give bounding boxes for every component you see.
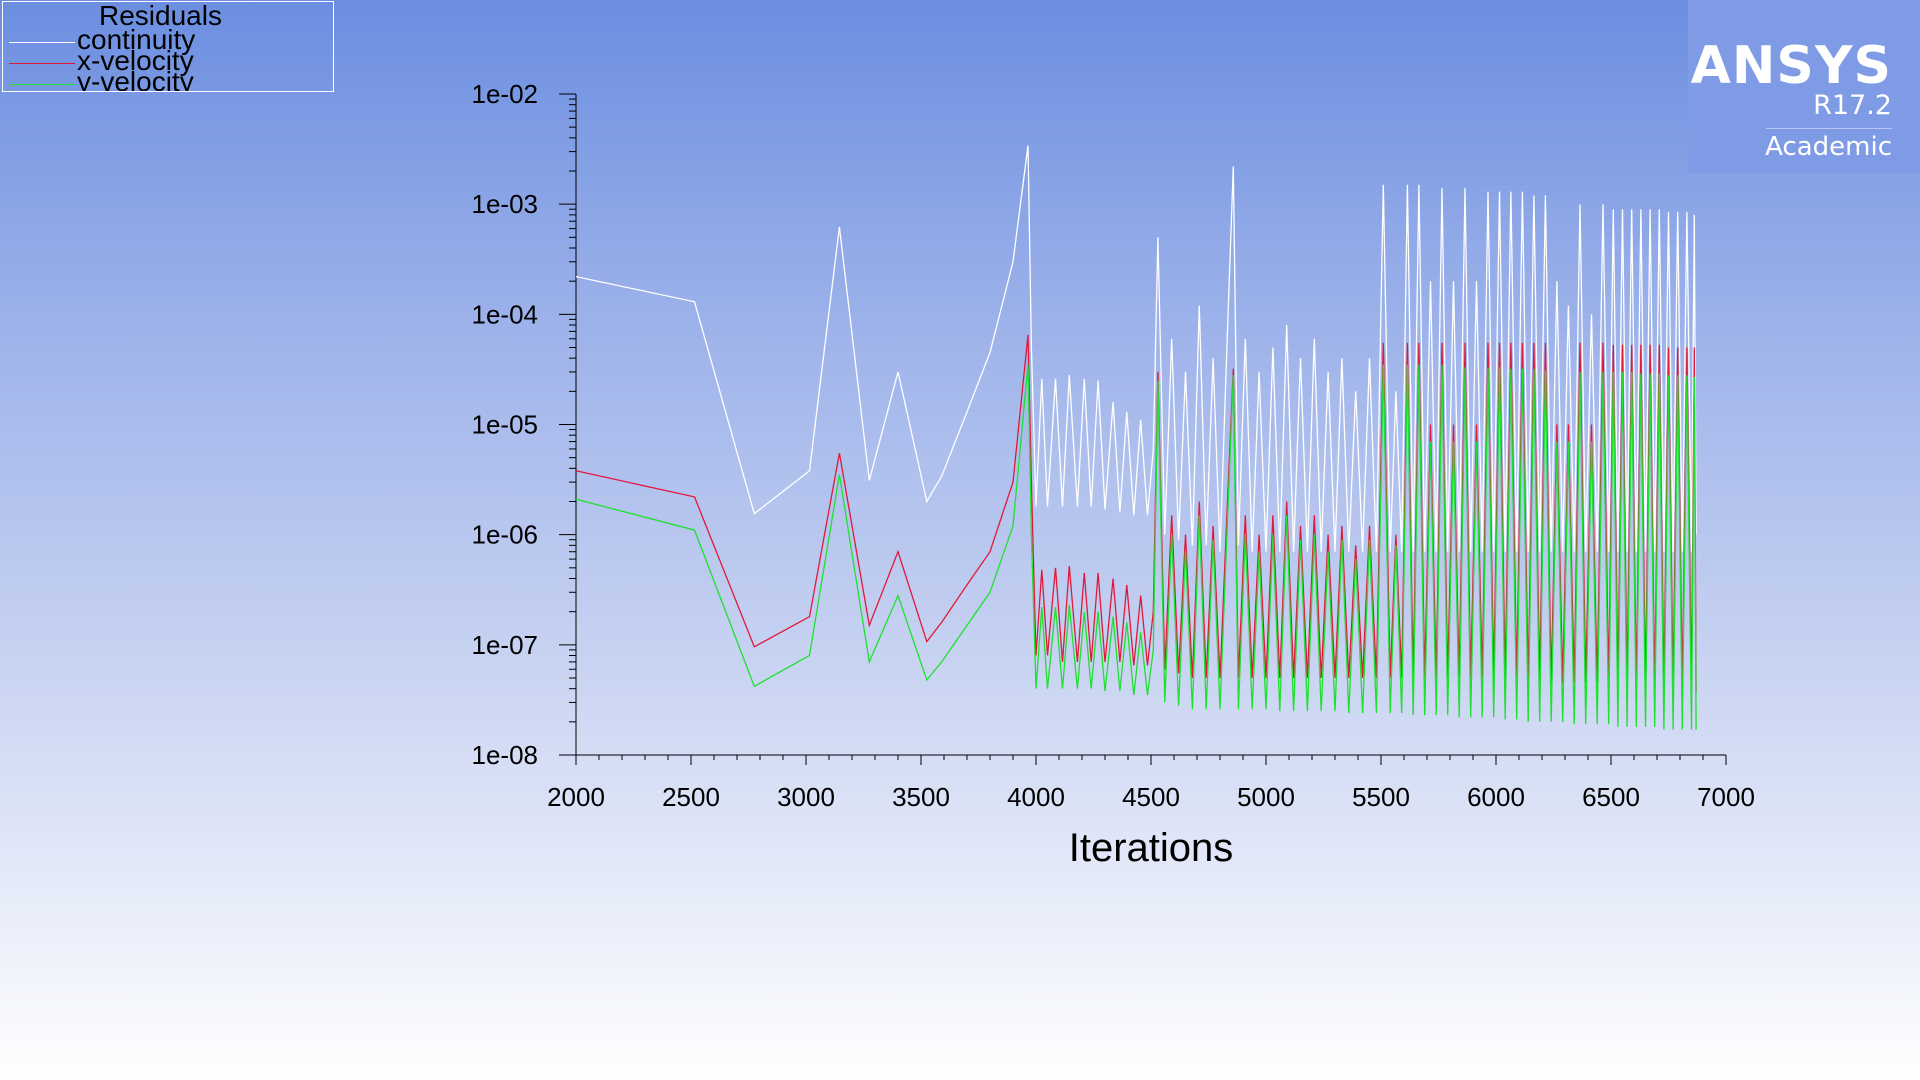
- legend-label-x-velocity: x-velocity: [77, 45, 194, 76]
- logo-edition: Academic: [1765, 132, 1892, 162]
- x-tick-label: 3000: [777, 782, 835, 812]
- legend-swatch-continuity: [9, 42, 75, 43]
- legend-title: Residuals: [99, 1, 222, 31]
- x-tick-label: 2000: [547, 782, 605, 812]
- legend-entry-x-velocity: x-velocity: [7, 45, 327, 76]
- y-tick-label: 1e-02: [472, 79, 539, 109]
- x-tick-label: 5000: [1237, 782, 1295, 812]
- logo-divider: [1766, 128, 1892, 129]
- legend-entry-y-velocity: y-velocity: [7, 66, 327, 92]
- series-line-continuity: [575, 145, 1697, 552]
- y-tick-label: 1e-08: [472, 740, 539, 770]
- y-tick-label: 1e-05: [472, 410, 539, 440]
- legend-label-y-velocity: y-velocity: [77, 66, 194, 92]
- y-tick-label: 1e-07: [472, 630, 539, 660]
- x-tick-label: 3500: [892, 782, 950, 812]
- x-axis-label: Iterations: [1069, 826, 1234, 870]
- legend-label-continuity: continuity: [77, 24, 196, 55]
- legend-swatch-x-velocity: [9, 63, 75, 64]
- ansys-logo: ANSYS R17.2 Academic: [1688, 0, 1920, 173]
- y-tick-label: 1e-04: [472, 299, 539, 329]
- x-tick-label: 2500: [662, 782, 720, 812]
- legend-swatch-y-velocity: [9, 84, 75, 85]
- x-tick-label: 6500: [1582, 782, 1640, 812]
- x-tick-label: 4000: [1007, 782, 1065, 812]
- x-tick-label: 4500: [1122, 782, 1180, 812]
- x-tick-label: 5500: [1352, 782, 1410, 812]
- x-tick-label: 7000: [1697, 782, 1755, 812]
- x-tick-label: 6000: [1467, 782, 1525, 812]
- y-tick-label: 1e-03: [472, 189, 539, 219]
- logo-brand: ANSYS: [1690, 36, 1892, 96]
- legend: Residuals continuity x-velocity y-veloci…: [2, 1, 334, 92]
- series-line-y-velocity: [575, 364, 1697, 730]
- logo-version: R17.2: [1813, 90, 1892, 121]
- legend-entry-continuity: continuity: [7, 24, 327, 55]
- y-tick-label: 1e-06: [472, 520, 539, 550]
